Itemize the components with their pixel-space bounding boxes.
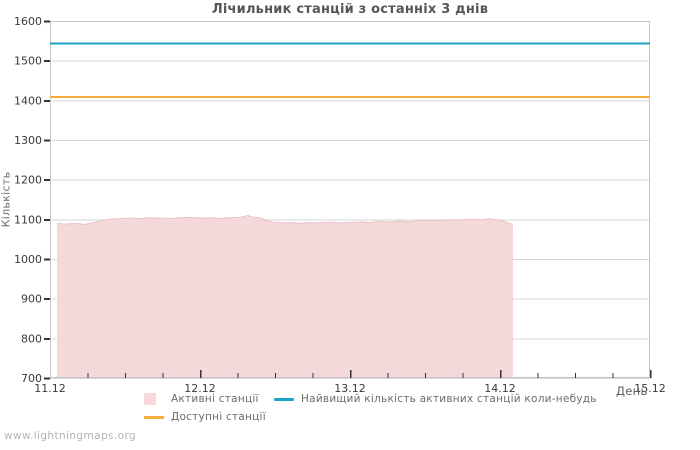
y-tick-label: 1000	[14, 253, 42, 266]
y-tick-label: 1500	[14, 55, 42, 68]
active-stations-swatch	[144, 393, 156, 405]
chart-title: Лічильник станцій з останніх 3 днів	[211, 2, 489, 17]
legend-label-available-stations: Доступні станції	[171, 411, 266, 423]
x-axis-title: День	[616, 384, 648, 398]
legend-item-active-stations: Активні станції	[144, 393, 259, 405]
active-stations-edge	[56, 214, 514, 226]
y-tick-label: 1400	[14, 94, 42, 107]
x-tick-label: 14.12	[484, 382, 516, 395]
y-tick-label: 900	[21, 293, 42, 306]
legend-item-highest-ever: Найвищий кількість активних станцій коли…	[274, 393, 597, 405]
y-tick-label: 700	[21, 372, 42, 385]
y-tick-label: 1200	[14, 174, 42, 187]
available-stations-swatch-box	[144, 415, 166, 419]
y-tick-label: 800	[21, 332, 42, 345]
y-tick-label: 1100	[14, 213, 42, 226]
x-tick-label: 11.12	[34, 382, 66, 395]
legend-item-available-stations: Доступні станції	[144, 411, 266, 423]
x-tick-label: 13.12	[334, 382, 366, 395]
x-tick-label: 12.12	[184, 382, 216, 395]
watermark-link[interactable]: www.lightningmaps.org	[4, 430, 137, 442]
y-tick-label: 1600	[14, 15, 42, 28]
active-stations-area	[57, 215, 513, 378]
highest-ever-swatch	[274, 397, 294, 401]
legend-label-highest-ever: Найвищий кількість активних станцій коли…	[301, 393, 597, 405]
y-tick-label: 1300	[14, 134, 42, 147]
highest-ever-swatch-box	[274, 397, 296, 401]
active-stations-swatch-box	[144, 393, 166, 405]
x-tick-label: 15.12	[634, 382, 666, 395]
available-stations-swatch	[144, 415, 164, 419]
legend-label-active-stations: Активні станції	[171, 393, 259, 405]
